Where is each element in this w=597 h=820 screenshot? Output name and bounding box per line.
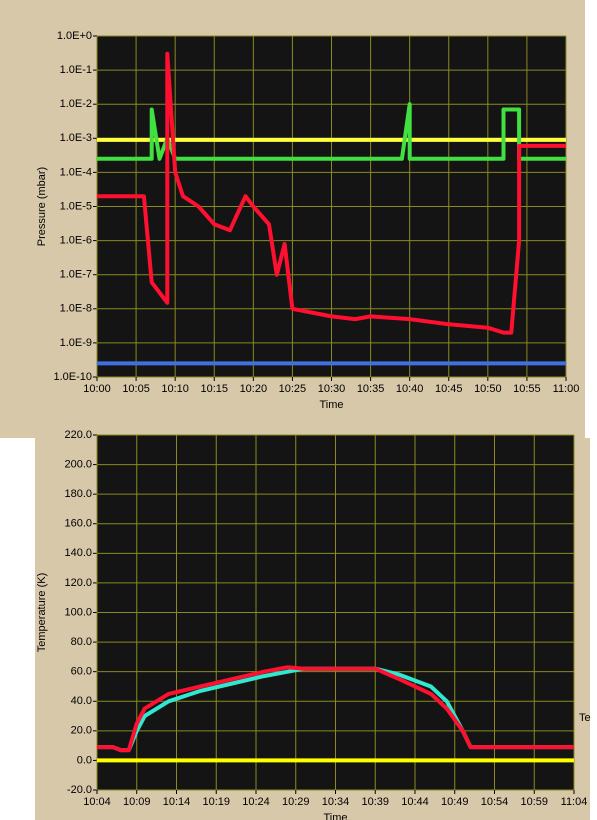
x-tick-label: 10:24 xyxy=(242,796,270,808)
x-tick-label: 10:15 xyxy=(200,383,228,395)
y-tick-label: 220.0 xyxy=(64,429,92,441)
y-tick-label: 1.0E-10 xyxy=(53,371,92,383)
x-tick-label: 10:20 xyxy=(240,383,268,395)
x-tick-label: 10:14 xyxy=(163,796,191,808)
y-tick-label: 100.0 xyxy=(64,606,92,618)
series-line xyxy=(97,102,566,161)
x-tick-label: 11:00 xyxy=(553,383,580,395)
y-tick-label: 140.0 xyxy=(64,547,92,559)
annotation: Te xyxy=(579,712,591,724)
x-tick-label: 10:25 xyxy=(279,383,307,395)
x-tick-label: 10:09 xyxy=(123,796,151,808)
y-tick-label: 200.0 xyxy=(64,458,92,470)
x-tick-label: 10:40 xyxy=(396,383,424,395)
y-tick-label: 80.0 xyxy=(71,636,92,648)
series-line xyxy=(97,665,574,753)
y-tick-label: 120.0 xyxy=(64,577,92,589)
x-tick-label: 10:54 xyxy=(481,796,509,808)
y-tick-label: 20.0 xyxy=(71,725,92,737)
y-tick-label: -20.0 xyxy=(67,784,92,796)
x-tick-label: 10:50 xyxy=(474,383,502,395)
y-tick-label: 1.0E-6 xyxy=(60,235,92,247)
x-tick-label: 10:44 xyxy=(401,796,429,808)
x-tick-label: 11:04 xyxy=(561,796,588,808)
x-tick-label: 10:49 xyxy=(441,796,469,808)
y-tick-label: 1.0E-4 xyxy=(60,166,92,178)
x-tick-label: 10:19 xyxy=(202,796,230,808)
x-axis-label: Time xyxy=(319,399,343,411)
series-line xyxy=(97,51,566,335)
y-tick-label: 1.0E-5 xyxy=(60,200,92,212)
y-tick-label: 40.0 xyxy=(71,695,92,707)
x-tick-label: 10:55 xyxy=(513,383,541,395)
y-tick-label: 1.0E-7 xyxy=(60,269,92,281)
y-tick-label: 0.0 xyxy=(77,754,92,766)
x-tick-label: 10:05 xyxy=(122,383,150,395)
y-tick-label: 1.0E-3 xyxy=(60,132,92,144)
x-tick-label: 10:59 xyxy=(520,796,548,808)
y-tick-label: 1.0E-2 xyxy=(60,98,92,110)
x-tick-label: 10:00 xyxy=(83,383,111,395)
y-tick-label: 1.0E+0 xyxy=(57,30,92,42)
y-axis-label: Pressure (mbar) xyxy=(36,167,48,246)
x-tick-label: 10:04 xyxy=(83,796,111,808)
y-axis-label: Temperature (K) xyxy=(36,573,48,652)
x-tick-label: 10:45 xyxy=(435,383,463,395)
y-tick-label: 160.0 xyxy=(64,518,92,530)
y-tick-label: 60.0 xyxy=(71,666,92,678)
x-tick-label: 10:35 xyxy=(357,383,385,395)
y-tick-label: 1.0E-9 xyxy=(60,337,92,349)
x-tick-label: 10:30 xyxy=(318,383,346,395)
y-tick-label: 1.0E-8 xyxy=(60,303,92,315)
x-tick-label: 10:34 xyxy=(322,796,350,808)
x-tick-label: 10:29 xyxy=(282,796,310,808)
y-tick-label: 180.0 xyxy=(64,488,92,500)
y-tick-label: 1.0E-1 xyxy=(60,64,92,76)
x-axis-label: Time xyxy=(323,812,347,820)
x-tick-label: 10:10 xyxy=(161,383,189,395)
x-tick-label: 10:39 xyxy=(361,796,389,808)
